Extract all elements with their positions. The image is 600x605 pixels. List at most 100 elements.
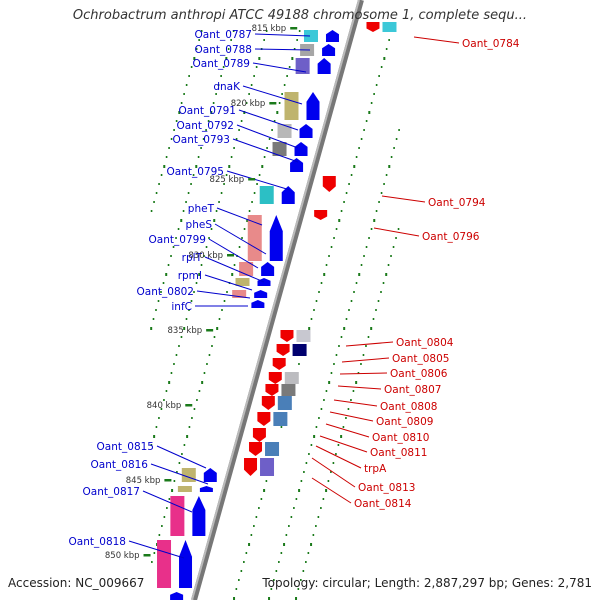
track-dot	[157, 300, 160, 302]
track-dot	[172, 246, 175, 248]
track-dot	[365, 120, 368, 122]
track-dot	[205, 129, 207, 131]
track-dot	[365, 345, 367, 347]
gene-labels: Oant_0787 Oant_0788 Oant_0789 dnaK Oant_0791…	[69, 29, 520, 548]
track-dot	[353, 291, 355, 293]
leader-line	[150, 463, 209, 485]
track-dot	[263, 489, 266, 492]
track-dot	[330, 246, 333, 248]
track-dot	[372, 318, 375, 320]
track-dot	[163, 516, 166, 518]
track-dot	[180, 219, 183, 222]
reverse-gene-arrow	[249, 442, 263, 456]
track-dot	[251, 201, 253, 203]
track-dot	[265, 30, 268, 32]
track-dot	[211, 345, 213, 347]
track-dot	[275, 570, 278, 572]
kbp-label: 830 kbp	[188, 251, 223, 261]
track-dot	[232, 30, 235, 32]
track-dot	[218, 318, 221, 320]
track-dot	[193, 57, 196, 60]
track-dot	[280, 426, 283, 428]
track-dot	[335, 228, 338, 230]
track-dot	[291, 57, 294, 60]
track-dot	[231, 273, 234, 276]
track-dot	[377, 300, 380, 302]
reverse-gene-arrow	[261, 396, 275, 410]
gene-label-forward: Oant_0792	[177, 120, 234, 132]
forward-gene-class-strip	[259, 186, 274, 204]
leader-line	[341, 357, 390, 363]
forward-gene-class-strip	[295, 58, 310, 74]
track-dot	[160, 291, 162, 293]
track-dot	[205, 246, 208, 248]
track-dot	[173, 129, 175, 131]
reverse-gene-arrow	[322, 176, 336, 192]
track-dot	[248, 543, 251, 546]
track-dot	[185, 201, 187, 203]
track-dot	[273, 579, 275, 581]
track-dot	[198, 39, 200, 41]
track-dot	[383, 57, 386, 60]
track-dot	[178, 345, 180, 347]
backbone-highlight	[191, 0, 360, 601]
gene-label-reverse: Oant_0784	[462, 38, 520, 50]
track-dot	[173, 480, 176, 482]
track-dot	[233, 264, 236, 266]
reverse-gene-class-strip	[265, 442, 280, 456]
track-dot	[243, 561, 245, 563]
forward-gene-arrow	[325, 30, 339, 42]
kbp-tick	[206, 329, 214, 332]
track-dot	[320, 408, 323, 410]
forward-gene-arrow	[294, 142, 308, 156]
track-dot	[190, 300, 193, 302]
leader-line	[216, 207, 263, 226]
forward-gene-class-strip	[157, 540, 172, 588]
track-dot	[178, 462, 181, 464]
leader-line	[345, 341, 394, 347]
track-dot	[393, 147, 395, 149]
track-dot	[185, 84, 188, 86]
reverse-gene-class-strip	[277, 396, 292, 410]
track-dot	[250, 534, 253, 536]
track-dot	[240, 570, 243, 572]
track-dot	[188, 309, 190, 311]
leader-line	[232, 138, 299, 163]
track-dot	[246, 219, 249, 222]
track-dot	[217, 84, 220, 86]
track-dot	[378, 75, 380, 77]
track-dot	[258, 507, 260, 509]
track-dot	[163, 165, 166, 168]
track-dot	[191, 417, 193, 419]
track-dot	[181, 453, 183, 455]
track-dot	[225, 174, 228, 176]
track-dot	[218, 201, 220, 203]
track-dot	[255, 516, 258, 518]
track-dot	[325, 264, 328, 266]
track-dot	[182, 210, 185, 212]
chromosome-backbone	[191, 0, 364, 601]
track-dot	[388, 165, 391, 168]
track-dot	[383, 183, 385, 185]
leader-line	[204, 274, 253, 291]
track-dot	[387, 264, 390, 266]
track-dot	[312, 534, 315, 536]
track-dot	[298, 363, 300, 365]
track-dot	[343, 327, 346, 330]
track-dot	[168, 147, 170, 149]
track-dot	[175, 120, 178, 122]
leader-line	[254, 33, 311, 37]
track-dot	[380, 66, 383, 68]
leader-line	[238, 109, 299, 131]
kbp-tick	[185, 404, 193, 407]
track-dot	[317, 516, 320, 518]
track-dot	[388, 39, 390, 41]
track-dot	[315, 525, 317, 527]
track-dot	[310, 318, 313, 320]
track-dot	[263, 39, 265, 41]
leader-line	[311, 457, 356, 488]
track-dot	[313, 435, 316, 438]
track-dot	[248, 93, 250, 95]
track-dot	[197, 156, 200, 158]
